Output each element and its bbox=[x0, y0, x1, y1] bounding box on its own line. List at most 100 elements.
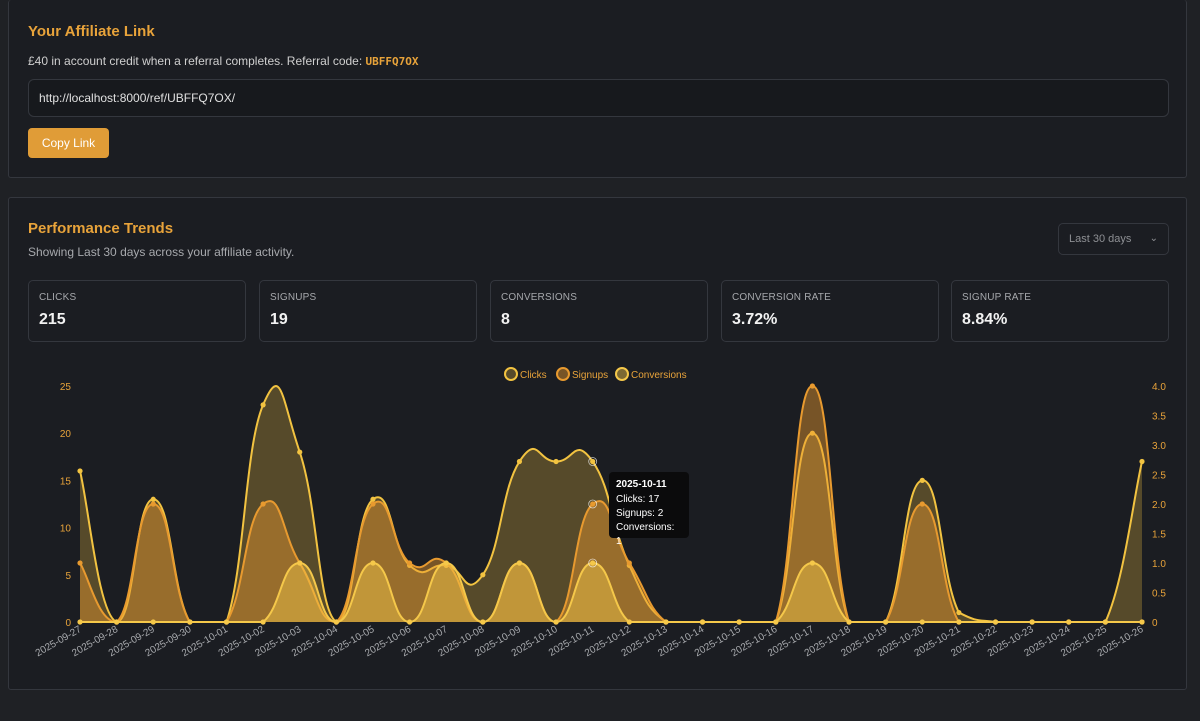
hover-point-clicks bbox=[588, 457, 598, 466]
y-right-tick: 0 bbox=[1152, 618, 1158, 629]
data-point-clicks bbox=[297, 449, 303, 455]
data-point-clicks bbox=[370, 496, 376, 502]
trends-title: Performance Trends bbox=[28, 220, 174, 237]
data-point-signups bbox=[809, 383, 816, 389]
affiliate-title: Your Affiliate Link bbox=[28, 23, 155, 40]
legend-label-signups: Signups bbox=[572, 370, 608, 381]
y-left-tick: 0 bbox=[65, 618, 71, 629]
stat-label: CONVERSION RATE bbox=[732, 292, 831, 303]
data-point-signups bbox=[370, 501, 376, 507]
data-point-conversions bbox=[809, 560, 816, 566]
data-point-conversions bbox=[1102, 619, 1108, 625]
data-point-conversions bbox=[626, 619, 632, 625]
data-point-signups bbox=[919, 501, 925, 507]
data-point-clicks bbox=[480, 572, 486, 578]
legend-label-clicks: Clicks bbox=[520, 370, 547, 381]
data-point-conversions bbox=[956, 619, 962, 625]
stat-label: SIGNUPS bbox=[270, 292, 317, 303]
data-point-conversions bbox=[187, 619, 193, 625]
data-point-conversions bbox=[333, 619, 339, 625]
data-point-conversions bbox=[480, 619, 486, 625]
tooltip-clicks: Clicks: 17 bbox=[616, 494, 660, 505]
data-point-signups bbox=[77, 560, 83, 566]
data-point-conversions bbox=[992, 619, 999, 625]
data-point-clicks bbox=[809, 430, 816, 436]
data-point-conversions bbox=[736, 619, 742, 625]
trends-description: Showing Last 30 days across your affilia… bbox=[28, 245, 295, 259]
data-point-conversions bbox=[260, 619, 266, 625]
data-point-clicks bbox=[77, 468, 83, 474]
data-point-clicks bbox=[1139, 458, 1145, 465]
chevron-down-icon: ⌄ bbox=[1149, 233, 1158, 244]
affiliate-link-input[interactable]: http://localhost:8000/ref/UBFFQ7OX/ bbox=[28, 79, 1169, 117]
stat-value: 3.72% bbox=[732, 311, 778, 328]
y-left-tick: 20 bbox=[60, 429, 72, 440]
series-line-clicks bbox=[79, 385, 1143, 624]
tooltip-signups: Signups: 2 bbox=[616, 508, 664, 519]
data-point-conversions bbox=[150, 619, 156, 625]
stat-signup-rate: SIGNUP RATE 8.84% bbox=[951, 280, 1169, 342]
data-point-clicks bbox=[150, 496, 156, 502]
stat-value: 8 bbox=[501, 311, 510, 328]
data-point-conversions bbox=[1066, 619, 1072, 625]
data-point-conversions bbox=[590, 560, 596, 566]
date-range-select[interactable]: Last 30 days ⌄ bbox=[1058, 223, 1169, 255]
data-point-conversions bbox=[370, 560, 376, 566]
stat-label: CONVERSIONS bbox=[501, 292, 578, 303]
y-right-tick: 2.5 bbox=[1152, 471, 1166, 482]
y-left-tick: 5 bbox=[65, 571, 71, 582]
y-right-tick: 2.0 bbox=[1152, 500, 1166, 511]
data-point-signups bbox=[406, 560, 413, 566]
data-point-conversions bbox=[516, 560, 523, 566]
data-point-conversions bbox=[1139, 619, 1145, 625]
data-point-signups bbox=[150, 501, 156, 507]
y-right-tick: 0.5 bbox=[1152, 589, 1166, 600]
data-point-clicks bbox=[919, 477, 925, 483]
data-point-conversions bbox=[663, 619, 669, 625]
y-left-tick: 10 bbox=[60, 524, 72, 535]
legend-swatch-clicks bbox=[504, 367, 518, 381]
affiliate-link-card: Your Affiliate Link £40 in account credi… bbox=[8, 0, 1187, 178]
stat-label: SIGNUP RATE bbox=[962, 292, 1032, 303]
stat-value: 19 bbox=[270, 311, 288, 328]
data-point-conversions bbox=[846, 619, 852, 625]
data-point-clicks bbox=[516, 458, 523, 465]
data-point-conversions bbox=[1029, 619, 1035, 625]
date-range-value: Last 30 days bbox=[1069, 233, 1132, 245]
data-point-conversions bbox=[883, 619, 889, 625]
data-point-conversions bbox=[114, 619, 120, 625]
stat-conversion-rate: CONVERSION RATE 3.72% bbox=[721, 280, 939, 342]
copy-link-button[interactable]: Copy Link bbox=[28, 128, 109, 158]
tooltip-title: 2025-10-11 bbox=[616, 479, 667, 490]
stat-clicks: CLICKS 215 bbox=[28, 280, 246, 342]
affiliate-description: £40 in account credit when a referral co… bbox=[28, 54, 419, 68]
legend-label-conversions: Conversions bbox=[631, 370, 687, 381]
stat-signups: SIGNUPS 19 bbox=[259, 280, 477, 342]
data-point-conversions bbox=[223, 619, 230, 625]
performance-trends-card: Performance Trends Showing Last 30 days … bbox=[8, 197, 1187, 690]
stat-value: 215 bbox=[39, 311, 66, 328]
hover-point-conversions bbox=[588, 558, 598, 568]
stat-conversions: CONVERSIONS 8 bbox=[490, 280, 708, 342]
data-point-conversions bbox=[406, 619, 413, 625]
y-right-tick: 3.0 bbox=[1152, 441, 1166, 452]
y-right-tick: 1.0 bbox=[1152, 559, 1166, 570]
data-point-clicks bbox=[590, 458, 596, 465]
tooltip-conversions: Conversions: 1 bbox=[616, 522, 675, 547]
data-point-conversions bbox=[699, 619, 706, 625]
stat-value: 8.84% bbox=[962, 311, 1008, 328]
affiliate-desc-text: £40 in account credit when a referral co… bbox=[28, 54, 363, 68]
data-point-conversions bbox=[919, 619, 925, 625]
legend-swatch-conversions bbox=[615, 367, 629, 381]
y-left-tick: 15 bbox=[60, 476, 72, 487]
data-point-clicks bbox=[956, 609, 962, 616]
y-left-tick: 25 bbox=[60, 382, 72, 393]
data-point-signups bbox=[260, 501, 266, 507]
data-point-signups bbox=[626, 560, 632, 566]
data-point-conversions bbox=[443, 560, 449, 566]
hover-point-signups bbox=[588, 499, 598, 509]
legend-swatch-signups bbox=[556, 367, 570, 381]
series-area-conversions bbox=[80, 563, 1142, 622]
data-point-clicks bbox=[260, 402, 266, 408]
